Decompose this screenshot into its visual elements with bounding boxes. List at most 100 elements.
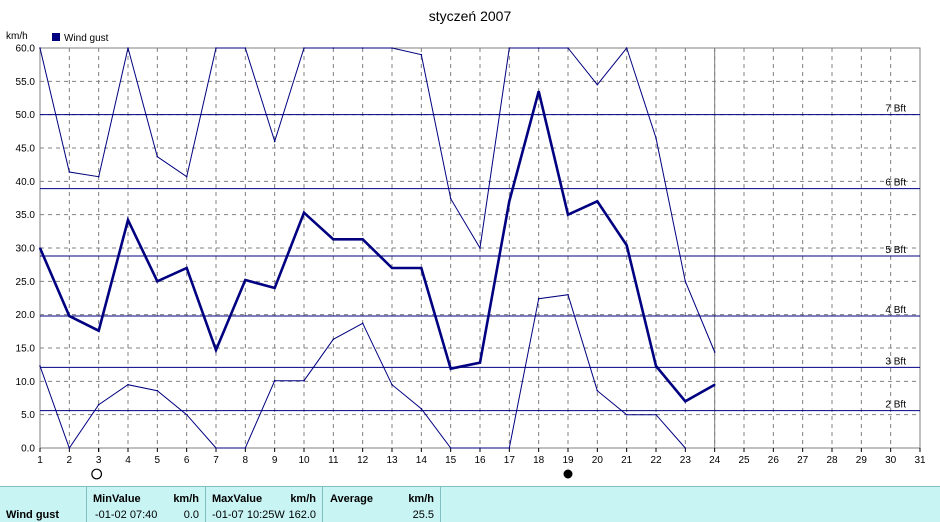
data-point-min (39, 365, 41, 367)
stats-max-cell: MaxValue km/h -01-07 10:25W 162.0 (206, 487, 323, 522)
data-point-min (508, 447, 511, 449)
data-point-min (567, 293, 569, 296)
beaufort-label: 3 Bft (885, 356, 906, 367)
data-point-min (215, 447, 217, 449)
x-tick-label: 26 (768, 455, 780, 466)
x-tick-label: 14 (416, 455, 428, 466)
x-tick-label: 1 (37, 455, 43, 466)
data-point-average (361, 238, 364, 241)
y-tick-label: 20.0 (16, 310, 36, 321)
data-point-max (273, 140, 276, 143)
min-header: MinValue (93, 493, 141, 505)
x-tick-label: 6 (184, 455, 190, 466)
x-tick-label: 5 (155, 455, 161, 466)
data-point-average (273, 287, 276, 289)
data-point-min (420, 407, 423, 410)
data-point-average (68, 315, 71, 317)
data-point-min (303, 379, 305, 382)
stats-avg-cell: Average km/h 25.5 (323, 487, 441, 522)
x-tick-label: 30 (885, 455, 897, 466)
max-value: 162.0 (288, 509, 316, 521)
data-point-average (391, 267, 393, 269)
max-header: MaxValue (212, 493, 263, 505)
data-point-min (449, 447, 452, 449)
beaufort-label: 7 Bft (885, 104, 906, 115)
data-point-min (479, 447, 481, 449)
data-point-average (537, 90, 540, 93)
x-tick-label: 12 (357, 455, 369, 466)
data-point-max (332, 47, 335, 49)
data-point-average (244, 279, 247, 281)
data-point-average (567, 213, 569, 216)
data-point-max (479, 247, 481, 249)
data-point-min (156, 389, 159, 392)
x-tick-label: 22 (650, 455, 662, 466)
data-point-max (39, 47, 41, 49)
beaufort-label: 5 Bft (885, 245, 906, 256)
data-point-max (127, 47, 129, 49)
y-tick-label: 30.0 (16, 244, 36, 255)
series-line-average (38, 90, 716, 403)
data-point-average (332, 238, 335, 241)
x-tick-label: 25 (738, 455, 750, 466)
x-tick-label: 9 (272, 455, 278, 466)
x-tick-label: 10 (298, 455, 310, 466)
data-point-min (185, 413, 188, 416)
data-point-max (684, 280, 687, 283)
data-point-min (273, 379, 276, 382)
data-point-max (537, 47, 540, 49)
min-value: 0.0 (183, 509, 199, 521)
data-point-max (449, 197, 452, 200)
data-point-average (420, 267, 423, 269)
data-point-min (332, 338, 335, 341)
data-point-average (596, 200, 599, 203)
y-tick-label: 50.0 (16, 110, 36, 121)
data-point-max (713, 351, 716, 353)
data-point-average (625, 244, 628, 247)
min-date-time: -01-02 07:40 (95, 509, 158, 521)
data-point-average (655, 365, 657, 367)
y-tick-label: 5.0 (21, 410, 35, 421)
stats-panel: Wind gust MinValue km/h -01-02 07:40 0.0… (0, 486, 940, 522)
data-point-max (567, 47, 569, 49)
y-tick-label: 45.0 (16, 144, 36, 155)
y-tick-label: 25.0 (16, 277, 36, 288)
stats-series-name: Wind gust (6, 509, 60, 521)
y-tick-label: 10.0 (16, 377, 36, 388)
avg-header: Average (330, 493, 374, 505)
x-tick-label: 31 (914, 455, 926, 466)
data-point-min (596, 389, 599, 392)
x-tick-label: 8 (243, 455, 249, 466)
data-point-max (97, 175, 100, 178)
y-tick-label: 40.0 (16, 177, 36, 188)
data-point-average (127, 219, 129, 221)
max-unit: km/h (290, 493, 316, 505)
x-tick-label: 7 (213, 455, 219, 466)
data-point-min (625, 413, 628, 416)
data-point-max (655, 137, 657, 139)
x-tick-label: 29 (856, 455, 868, 466)
full-moon-icon (91, 468, 103, 480)
data-point-min (244, 447, 247, 449)
y-tick-label: 60.0 (16, 44, 36, 55)
x-tick-label: 20 (592, 455, 604, 466)
y-tick-label: 55.0 (16, 77, 36, 88)
wind-gust-chart: styczeń 2007 km/h Wind gust 1 2 3 4 5 6 7 8 9 10 1… (6, 8, 926, 480)
data-point-average (479, 361, 481, 364)
data-point-average (39, 247, 41, 249)
x-tick-label: 23 (680, 455, 692, 466)
x-tick-label: 24 (709, 455, 721, 466)
legend-label: Wind gust (64, 33, 109, 44)
data-point-max (508, 47, 511, 49)
data-point-min (68, 447, 71, 449)
beaufort-label: 6 Bft (885, 178, 906, 189)
data-point-max (391, 47, 393, 49)
legend-swatch (52, 33, 60, 41)
data-point-average (303, 211, 305, 214)
data-point-average (449, 367, 452, 370)
x-tick-label: 3 (96, 455, 102, 466)
min-unit: km/h (173, 493, 199, 505)
x-tick-label: 4 (125, 455, 131, 466)
stats-series-cell: Wind gust (0, 487, 87, 522)
chart-title: styczeń 2007 (429, 8, 512, 24)
